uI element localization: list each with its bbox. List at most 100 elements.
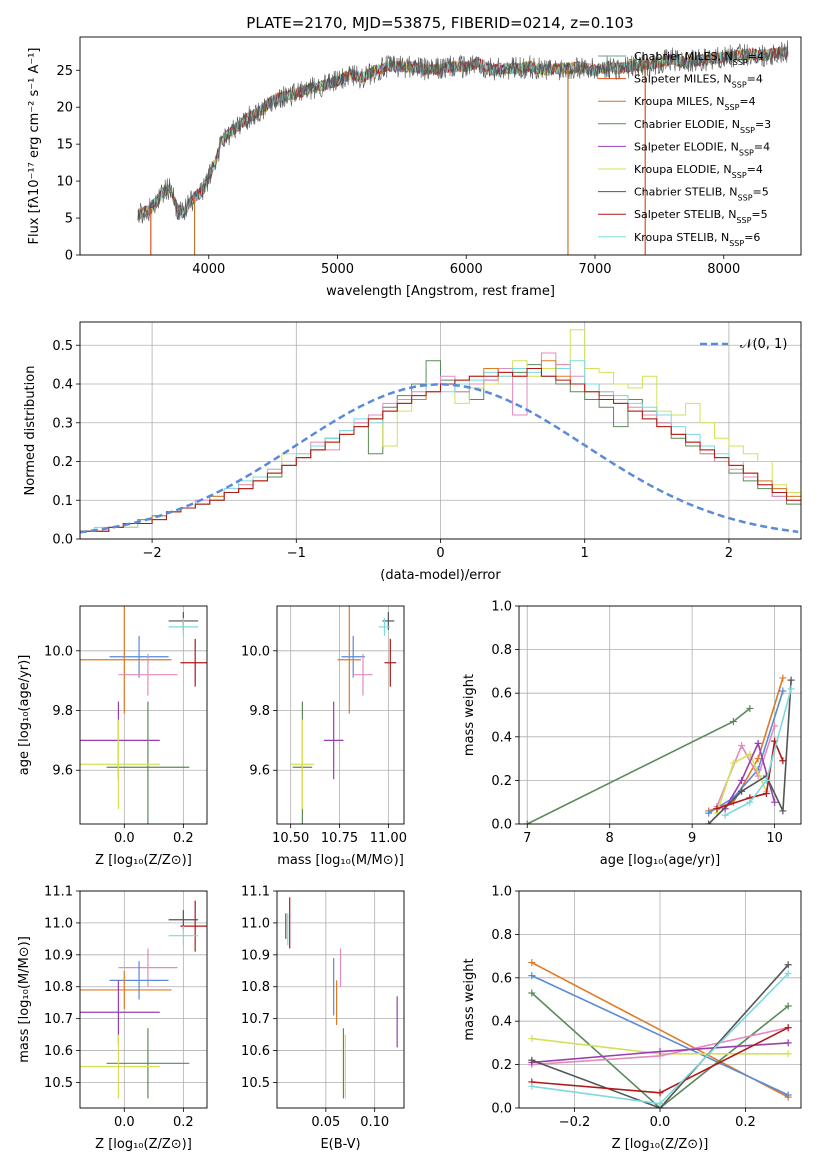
x-tick-label: 4000 — [192, 262, 225, 277]
y-tick-label: 10.0 — [241, 644, 270, 659]
y-tick-label: 0.0 — [491, 818, 512, 833]
weight-point — [746, 750, 754, 758]
panel-mass_vs_ebv: 0.05 0.10 10.5 10.6 10.7 10.8 10.9 11.0 11.1 E(B-… — [241, 885, 405, 1152]
panel-spectrum: 4000 5000 6000 7000 8000 0 5 10 15 20 25 wavelength… — [27, 36, 802, 299]
weight-point — [771, 798, 779, 806]
weight-point — [784, 1050, 792, 1058]
weight-point — [784, 1002, 792, 1010]
weight-point — [779, 674, 787, 682]
y-axis-label: mass [log₁₀(M/M⊙)] — [17, 936, 32, 1063]
x-tick-label: 8000 — [707, 262, 740, 277]
weight-point — [738, 742, 746, 750]
plot-area — [528, 959, 792, 1108]
x-tick-label: 0.10 — [360, 1115, 389, 1130]
axes-frame — [518, 605, 802, 825]
legend: Chabrier MILES, NSSP=4 Salpeter MILES, NS… — [598, 50, 771, 247]
weight-point — [656, 1048, 664, 1056]
y-tick-label: 10.7 — [241, 1012, 270, 1027]
y-tick-label: 11.0 — [241, 916, 270, 931]
x-axis-label: Z [log₁₀(Z/Z⊙)] — [612, 1137, 709, 1152]
y-tick-label: 0.8 — [491, 928, 512, 943]
plot-area — [80, 606, 207, 824]
y-tick-label: 0.8 — [491, 643, 512, 658]
x-tick-label: −1 — [287, 546, 306, 561]
x-axis-label: (data-model)/error — [380, 568, 501, 583]
y-tick-label: 0.6 — [491, 687, 512, 702]
legend-label: Kroupa ELODIE, NSSP=4 — [634, 163, 763, 180]
y-axis-label: Flux [fλ10⁻¹⁷ erg cm⁻² s⁻¹ A⁻¹] — [27, 48, 42, 245]
y-tick-label: 11.0 — [44, 916, 73, 931]
y-tick-label: 10.8 — [241, 980, 270, 995]
weight-point — [784, 969, 792, 977]
weight-point — [523, 820, 531, 824]
weight-line — [531, 992, 789, 1108]
x-tick-label: 6000 — [450, 262, 483, 277]
y-tick-label: 0.1 — [52, 494, 73, 509]
x-tick-label: −2 — [143, 546, 162, 561]
axes-frame — [276, 605, 405, 825]
y-tick-label: 0.2 — [491, 774, 512, 789]
x-tick-label: 9 — [688, 831, 696, 846]
axes-frame — [79, 321, 802, 540]
legend-gauss-label: 𝒩(0, 1) — [740, 337, 787, 352]
gaussian-curve — [80, 383, 799, 534]
weight-point — [738, 776, 746, 784]
y-tick-label: 1.0 — [491, 600, 512, 615]
y-tick-label: 10.7 — [44, 1012, 73, 1027]
legend-label: Chabrier STELIB, NSSP=5 — [634, 186, 769, 203]
y-tick-label: 9.8 — [52, 704, 73, 719]
weight-point — [779, 687, 787, 695]
y-tick-label: 0.3 — [52, 416, 73, 431]
y-tick-label: 1.0 — [491, 885, 512, 900]
figure-title: PLATE=2170, MJD=53875, FIBERID=0214, z=0… — [246, 14, 633, 32]
x-tick-label: 0.2 — [735, 1115, 756, 1130]
x-tick-label: −0.2 — [559, 1115, 591, 1130]
weight-point — [528, 1082, 536, 1090]
weight-point — [738, 787, 746, 795]
spectrum-line-chabrier_stelib — [137, 40, 789, 224]
x-tick-label: 10 — [766, 831, 783, 846]
x-tick-label: 0.05 — [311, 1115, 340, 1130]
weight-point — [705, 820, 713, 824]
x-tick-label: 7000 — [578, 262, 611, 277]
weight-point — [784, 1039, 792, 1047]
plot-area — [290, 606, 397, 824]
panel-massweight_vs_age: 7 8 9 10 0.0 0.2 0.4 0.6 0.8 1.0 age [log₁₀(age/yr… — [462, 600, 802, 868]
y-tick-label: 5 — [65, 212, 73, 227]
y-axis-label: Normed distribution — [23, 366, 38, 496]
y-tick-label: 11.1 — [44, 885, 73, 900]
histogram-series — [80, 368, 801, 539]
axes-frame — [79, 605, 208, 825]
weight-point — [754, 739, 762, 747]
weight-point — [729, 718, 737, 726]
weight-point — [787, 685, 795, 693]
weight-point — [528, 972, 536, 980]
y-tick-label: 0.4 — [491, 730, 512, 745]
panel-age_vs_mass: 10.50 10.75 11.00 9.6 9.8 10.0 mass [log₁₀(M/M… — [241, 605, 407, 868]
weight-point — [705, 809, 713, 817]
x-tick-label: 0 — [436, 546, 444, 561]
x-tick-label: 0.0 — [650, 1115, 671, 1130]
weight-point — [729, 759, 737, 767]
plot-area — [80, 900, 207, 1099]
y-tick-label: 0 — [65, 249, 73, 264]
x-tick-label: 0.2 — [173, 1115, 194, 1130]
y-tick-label: 10 — [56, 175, 73, 190]
x-tick-label: 10.50 — [272, 831, 309, 846]
weight-point — [787, 676, 795, 684]
y-tick-label: 9.6 — [249, 764, 270, 779]
weight-point — [771, 722, 779, 730]
weight-point — [713, 805, 721, 813]
y-tick-label: 0.0 — [52, 533, 73, 548]
weight-point — [779, 757, 787, 765]
weight-point — [746, 704, 754, 712]
y-tick-label: 25 — [56, 64, 73, 79]
plot-area — [523, 674, 795, 824]
x-tick-label: 0.0 — [114, 831, 135, 846]
weight-point — [762, 776, 770, 784]
weight-point — [779, 807, 787, 815]
legend-label: Kroupa MILES, NSSP=4 — [634, 95, 756, 112]
y-axis-label: age [log₁₀(age/yr)] — [17, 655, 32, 776]
y-tick-label: 0.2 — [52, 455, 73, 470]
